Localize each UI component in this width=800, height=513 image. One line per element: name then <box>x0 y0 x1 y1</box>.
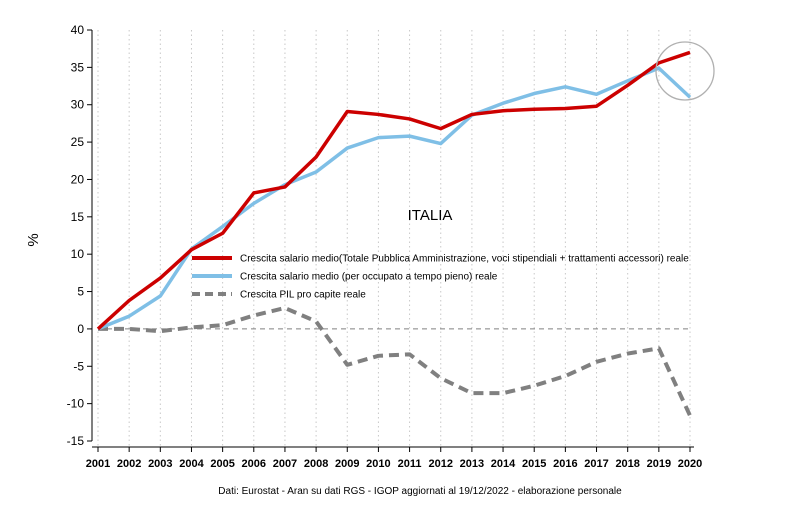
x-tick-label: 2009 <box>335 458 359 470</box>
y-tick-label: 35 <box>71 60 85 74</box>
y-tick-label: 15 <box>71 210 85 224</box>
series-pil-pro-capite-legend-label: Crescita PIL pro capite reale <box>240 290 366 301</box>
x-tick-label: 2013 <box>460 458 484 470</box>
y-tick-label: 30 <box>71 98 85 112</box>
x-tick-label: 2011 <box>398 458 422 470</box>
x-tick-label: 2003 <box>148 458 172 470</box>
y-tick-label: 25 <box>71 135 85 149</box>
highlight-circle <box>655 41 715 101</box>
x-tick-label: 2015 <box>522 458 546 470</box>
x-tick-label: 2020 <box>678 458 702 470</box>
y-tick-label: -5 <box>73 359 84 373</box>
y-tick-label: 5 <box>77 285 84 299</box>
x-tick-label: 2010 <box>366 458 390 470</box>
source-note: Dati: Eurostat - Aran su dati RGS - IGOP… <box>218 486 622 497</box>
y-tick-label: 10 <box>71 247 85 261</box>
series-salario-tempo-pieno-line <box>97 66 692 331</box>
y-tick-label: 0 <box>77 322 84 336</box>
x-tick-label: 2019 <box>647 458 671 470</box>
x-tick-label: 2004 <box>179 458 204 470</box>
chart-title: ITALIA <box>408 207 453 224</box>
x-tick-label: 2014 <box>491 458 516 470</box>
x-tick-label: 2005 <box>210 458 234 470</box>
x-tick-labels: 2001 2002 2003 2004 2005 2006 2007 2008 2009 2010… <box>86 447 702 470</box>
y-tick-labels: 40 35 30 25 20 15 10 5 0 -5 -10 -15 <box>67 23 92 448</box>
x-tick-label: 2016 <box>553 458 577 470</box>
x-tick-label: 2007 <box>273 458 297 470</box>
series <box>96 50 692 417</box>
y-axis-label: % <box>25 233 42 246</box>
series-salario-totale-pa-legend-label: Crescita salario medio(Totale Pubblica A… <box>240 254 689 265</box>
y-tick-label: -15 <box>67 434 85 448</box>
series-salario-totale-pa-line <box>96 50 691 331</box>
x-tick-label: 2006 <box>242 458 266 470</box>
y-tick-label: 40 <box>71 23 85 37</box>
series-pil-pro-capite-line <box>98 305 692 417</box>
legend: Crescita salario medio(Totale Pubblica A… <box>192 254 689 301</box>
x-tick-label: 2008 <box>304 458 328 470</box>
x-tick-label: 2018 <box>615 458 639 470</box>
x-tick-label: 2001 <box>86 458 110 470</box>
x-tick-label: 2012 <box>428 458 452 470</box>
x-tick-label: 2017 <box>584 458 608 470</box>
y-tick-label: -10 <box>67 397 85 411</box>
x-tick-label: 2002 <box>117 458 141 470</box>
y-tick-label: 20 <box>71 172 85 186</box>
series-salario-tempo-pieno-legend-label: Crescita salario medio (per occupato a t… <box>240 272 498 283</box>
grid <box>97 30 691 447</box>
